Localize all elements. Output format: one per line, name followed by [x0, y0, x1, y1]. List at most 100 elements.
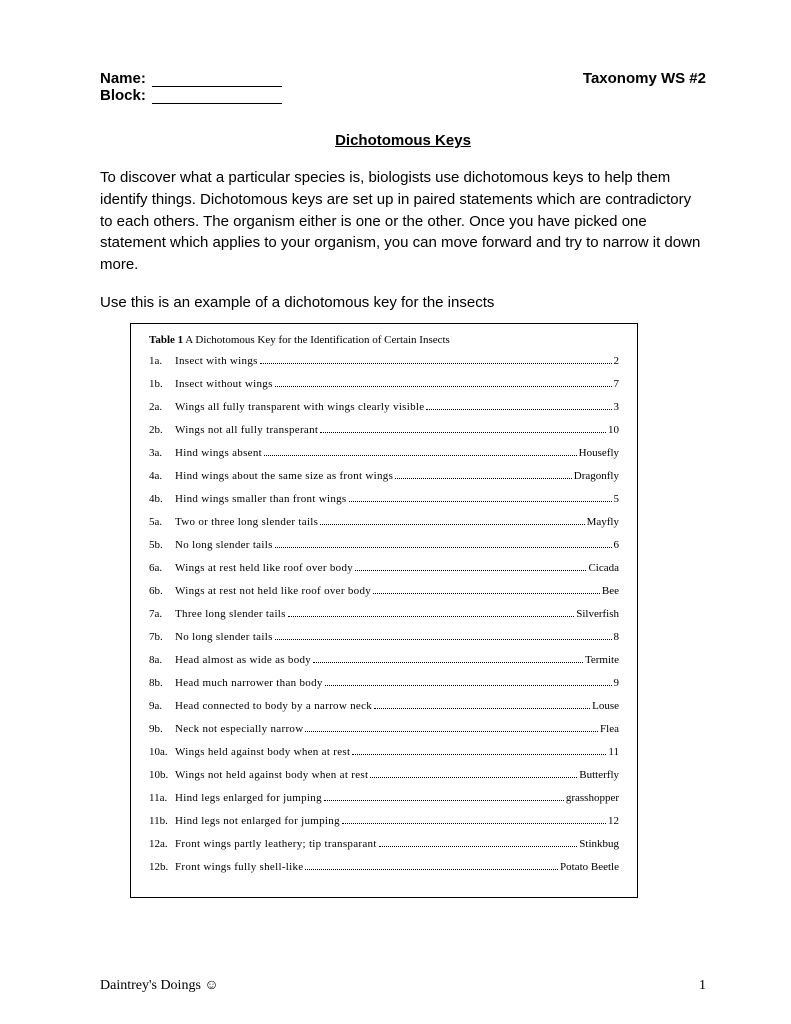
key-row-leader-dots: [275, 630, 612, 640]
page-title: Dichotomous Keys: [100, 132, 706, 149]
key-row-number: 5a.: [149, 517, 175, 528]
key-row-result: 9: [614, 678, 620, 689]
key-row-number: 6a.: [149, 563, 175, 574]
key-row: 11a.Hind legs enlarged for jumping grassh…: [149, 791, 619, 804]
key-row-number: 12b.: [149, 862, 175, 873]
key-row: 3a.Hind wings absentHousefly: [149, 446, 619, 459]
key-row-leader-dots: [342, 814, 606, 824]
key-row-leader-dots: [426, 400, 611, 410]
key-row: 9b.Neck not especially narrow Flea: [149, 722, 619, 735]
key-row-number: 12a.: [149, 839, 175, 850]
key-row-text: Wings held against body when at rest: [175, 747, 350, 758]
name-field-line[interactable]: [152, 72, 282, 87]
key-row-leader-dots: [324, 791, 564, 801]
key-row: 7a.Three long slender tails Silverfish: [149, 607, 619, 620]
key-row: 4a.Hind wings about the same size as fro…: [149, 469, 619, 482]
name-label: Name:: [100, 70, 146, 87]
key-row: 12a.Front wings partly leathery; tip tra…: [149, 837, 619, 850]
key-row-result: 2: [614, 356, 620, 367]
key-row-text: Hind wings absent: [175, 448, 262, 459]
key-row-leader-dots: [349, 492, 612, 502]
key-row-text: Wings not held against body when at rest: [175, 770, 368, 781]
key-row-leader-dots: [320, 423, 606, 433]
key-row-text: Neck not especially narrow: [175, 724, 303, 735]
key-row: 1a.Insect with wings 2: [149, 354, 619, 367]
key-row: 8a.Head almost as wide as bodyTermite: [149, 653, 619, 666]
key-row-text: Wings all fully transparent with wings c…: [175, 402, 424, 413]
table-title: Table 1 A Dichotomous Key for the Identi…: [149, 334, 619, 346]
key-row-leader-dots: [373, 584, 600, 594]
key-row-number: 11b.: [149, 816, 175, 827]
key-row-leader-dots: [305, 722, 598, 732]
key-row-text: Head connected to body by a narrow neck: [175, 701, 372, 712]
key-row-result: Dragonfly: [574, 471, 619, 482]
key-row-result: Flea: [600, 724, 619, 735]
block-label: Block:: [100, 87, 146, 104]
key-row-number: 1a.: [149, 356, 175, 367]
key-row-result: Stinkbug: [579, 839, 619, 850]
key-row-result: Housefly: [579, 448, 619, 459]
key-row-number: 8a.: [149, 655, 175, 666]
key-row-text: Insect without wings: [175, 379, 273, 390]
key-row-leader-dots: [305, 860, 558, 870]
key-row-text: No long slender tails: [175, 540, 273, 551]
key-row-number: 7a.: [149, 609, 175, 620]
key-row: 12b.Front wings fully shell-likePotato B…: [149, 860, 619, 873]
key-row: 6b.Wings at rest not held like roof over…: [149, 584, 619, 597]
table-title-text: A Dichotomous Key for the Identification…: [185, 334, 450, 346]
key-row-number: 2b.: [149, 425, 175, 436]
key-row-text: No long slender tails: [175, 632, 273, 643]
key-row-number: 10b.: [149, 770, 175, 781]
key-row-text: Insect with wings: [175, 356, 258, 367]
key-row-result: Silverfish: [576, 609, 619, 620]
key-row-leader-dots: [288, 607, 574, 617]
key-row-result: 12: [608, 816, 619, 827]
key-row-text: Hind legs not enlarged for jumping: [175, 816, 340, 827]
block-field-line[interactable]: [152, 89, 282, 104]
key-row-text: Wings at rest not held like roof over bo…: [175, 586, 371, 597]
key-row-text: Two or three long slender tails: [175, 517, 318, 528]
key-row-text: Wings at rest held like roof over body: [175, 563, 353, 574]
key-row-number: 1b.: [149, 379, 175, 390]
key-row: 11b.Hind legs not enlarged for jumping 12: [149, 814, 619, 827]
key-row-text: Wings not all fully transperant: [175, 425, 318, 436]
key-row-number: 9b.: [149, 724, 175, 735]
key-row-leader-dots: [275, 377, 612, 387]
key-row-leader-dots: [395, 469, 572, 479]
key-row-text: Front wings fully shell-like: [175, 862, 303, 873]
key-row: 7b.No long slender tails8: [149, 630, 619, 643]
key-row-number: 6b.: [149, 586, 175, 597]
key-row-result: 5: [614, 494, 620, 505]
key-row-text: Head almost as wide as body: [175, 655, 311, 666]
key-row-leader-dots: [379, 837, 578, 847]
key-row-result: grasshopper: [566, 793, 619, 804]
page-number: 1: [699, 978, 706, 994]
key-row-result: Mayfly: [587, 517, 619, 528]
key-row: 10b.Wings not held against body when at …: [149, 768, 619, 781]
key-row-text: Hind wings about the same size as front …: [175, 471, 393, 482]
key-row-number: 10a.: [149, 747, 175, 758]
key-row: 2a.Wings all fully transparent with wing…: [149, 400, 619, 413]
key-row-text: Three long slender tails: [175, 609, 286, 620]
key-row-number: 4b.: [149, 494, 175, 505]
key-row-leader-dots: [320, 515, 584, 525]
dichotomous-key-table: Table 1 A Dichotomous Key for the Identi…: [130, 323, 638, 898]
key-row-leader-dots: [325, 676, 612, 686]
key-row: 2b.Wings not all fully transperant10: [149, 423, 619, 436]
key-row-result: Bee: [602, 586, 619, 597]
key-row-leader-dots: [374, 699, 590, 709]
key-row: 1b.Insect without wings7: [149, 377, 619, 390]
example-instruction: Use this is an example of a dichotomous …: [100, 294, 706, 311]
key-row-text: Head much narrower than body: [175, 678, 323, 689]
footer-credit: Daintrey's Doings ☺: [100, 978, 219, 994]
key-row-leader-dots: [264, 446, 577, 456]
key-row-leader-dots: [313, 653, 583, 663]
key-row-number: 7b.: [149, 632, 175, 643]
key-row-text: Hind legs enlarged for jumping: [175, 793, 322, 804]
key-row: 4b.Hind wings smaller than front wings5: [149, 492, 619, 505]
key-row-number: 11a.: [149, 793, 175, 804]
key-row-number: 9a.: [149, 701, 175, 712]
key-row: 5a.Two or three long slender tails Mayfly: [149, 515, 619, 528]
table-title-bold: Table 1: [149, 334, 183, 346]
key-row: 8b.Head much narrower than body9: [149, 676, 619, 689]
